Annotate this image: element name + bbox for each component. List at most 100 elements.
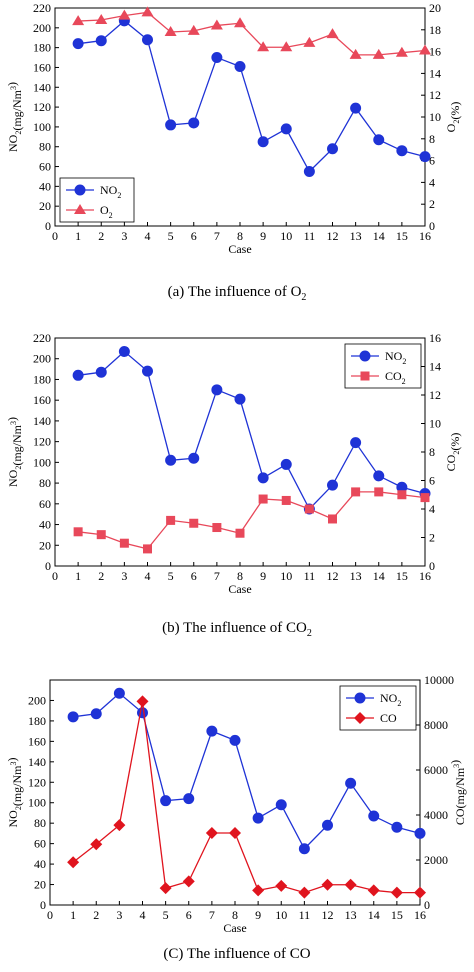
x-tick-label: 15 bbox=[396, 569, 408, 583]
legend-marker-co bbox=[354, 712, 366, 724]
data-point-no2 bbox=[373, 470, 385, 482]
series-line-no2 bbox=[73, 692, 421, 850]
data-point-no2 bbox=[391, 821, 403, 833]
x-tick-label: 0 bbox=[47, 908, 53, 922]
x-tick-label: 11 bbox=[304, 229, 316, 243]
x-tick-label: 11 bbox=[299, 908, 311, 922]
y-left-tick-label: 160 bbox=[33, 393, 51, 407]
x-tick-label: 11 bbox=[304, 569, 316, 583]
legend-label-part: NO bbox=[380, 691, 398, 705]
x-tick-label: 15 bbox=[391, 908, 403, 922]
data-point-no2 bbox=[90, 708, 102, 720]
data-point-co bbox=[252, 884, 265, 897]
data-point-o2 bbox=[164, 25, 177, 36]
y-left-tick-label: 140 bbox=[33, 414, 51, 428]
y-left-axis-label-part: ) bbox=[5, 757, 19, 761]
legend-label-sub: 2 bbox=[402, 357, 406, 366]
data-point-no2 bbox=[188, 117, 200, 129]
y-left-tick-label: 0 bbox=[45, 219, 51, 233]
data-point-co2 bbox=[258, 494, 268, 504]
data-point-no2 bbox=[234, 60, 246, 72]
chart-b-svg: 0 1 2 3 4 5 6 7 8 9 10 11 12 13 14 15 160204060801001201… bbox=[5, 331, 462, 596]
legend-marker-co2 bbox=[360, 371, 370, 381]
x-tick-label: 8 bbox=[237, 229, 243, 243]
legend-label-sub: 2 bbox=[397, 699, 401, 708]
y-right-tick-label: 4 bbox=[429, 502, 435, 516]
legend-label-part: CO bbox=[385, 369, 402, 383]
legend-label-part: CO bbox=[380, 711, 397, 725]
data-point-no2 bbox=[95, 366, 107, 378]
y-right-tick-label: 2 bbox=[429, 531, 435, 545]
x-tick-label: 4 bbox=[145, 229, 151, 243]
data-point-o2 bbox=[303, 36, 316, 47]
x-axis-label: Case bbox=[228, 582, 251, 596]
data-point-co bbox=[113, 819, 126, 832]
x-tick-label: 1 bbox=[75, 569, 81, 583]
x-tick-label: 3 bbox=[121, 229, 127, 243]
x-tick-label: 16 bbox=[419, 569, 431, 583]
y-right-tick-label: 8 bbox=[429, 445, 435, 459]
data-point-no2 bbox=[165, 119, 177, 131]
data-point-co2 bbox=[119, 538, 129, 548]
x-tick-label: 14 bbox=[373, 229, 385, 243]
y-left-axis-label: NO2(mg/Nm3) bbox=[5, 417, 24, 487]
y-right-tick-label: 4 bbox=[429, 175, 435, 189]
data-point-no2 bbox=[211, 384, 223, 396]
y-left-axis-label: NO2(mg/Nm3) bbox=[5, 757, 24, 827]
legend-label-no2: NO2 bbox=[385, 349, 406, 366]
x-tick-label: 6 bbox=[191, 229, 197, 243]
data-point-no2 bbox=[414, 827, 426, 839]
data-point-o2 bbox=[280, 41, 293, 52]
y-left-tick-label: 120 bbox=[28, 775, 46, 789]
y-left-axis-label-part: 3 bbox=[9, 421, 18, 425]
data-point-no2 bbox=[72, 38, 84, 50]
chart-panel-b: 0 1 2 3 4 5 6 7 8 9 10 11 12 13 14 15 16 0 20 40 60 80 100 120 1… bbox=[0, 326, 474, 606]
data-point-no2 bbox=[350, 437, 362, 449]
data-point-co2 bbox=[235, 528, 245, 538]
y-left-axis-label-part: ) bbox=[5, 82, 19, 86]
series-line-no2 bbox=[78, 350, 426, 511]
x-tick-label: 6 bbox=[186, 908, 192, 922]
data-point-no2 bbox=[165, 454, 177, 466]
legend: NO2 CO2 bbox=[344, 343, 422, 389]
x-tick-label: 3 bbox=[116, 908, 122, 922]
x-tick-label: 1 bbox=[70, 908, 76, 922]
data-point-co bbox=[298, 886, 311, 899]
chart-c-svg: 0 1 2 3 4 5 6 7 8 9 10 11 12 13 14 15 160204060801001201… bbox=[5, 673, 467, 935]
data-point-o2 bbox=[395, 46, 408, 57]
x-tick-label: 12 bbox=[327, 229, 339, 243]
x-tick-label: 2 bbox=[98, 569, 104, 583]
data-point-no2 bbox=[327, 143, 338, 155]
y-left-tick-label: 40 bbox=[39, 179, 51, 193]
y-left-axis-label-part: NO bbox=[6, 134, 20, 152]
data-point-no2 bbox=[275, 799, 287, 811]
x-tick-label: 2 bbox=[93, 908, 99, 922]
data-point-no2 bbox=[419, 151, 431, 163]
data-point-no2 bbox=[396, 145, 408, 157]
data-point-co2 bbox=[397, 490, 407, 500]
x-tick-label: 15 bbox=[396, 229, 408, 243]
y-right-tick-label: 0 bbox=[429, 219, 435, 233]
y-left-axis-label-part: NO bbox=[6, 469, 20, 487]
y-left-axis-label-part: (mg/Nm bbox=[10, 424, 24, 465]
data-point-co2 bbox=[281, 495, 291, 505]
chart-a-svg: 0 1 2 3 4 5 6 7 8 9 10 11 12 13 14 15 160204060801001201… bbox=[5, 1, 462, 256]
y-left-axis-label-part: 3 bbox=[9, 761, 18, 765]
data-point-co bbox=[205, 827, 218, 839]
legend-marker-no2 bbox=[74, 184, 86, 196]
data-point-no2 bbox=[298, 843, 310, 855]
data-point-no2 bbox=[322, 819, 333, 831]
y-left-tick-label: 140 bbox=[28, 755, 46, 769]
x-tick-label: 13 bbox=[345, 908, 357, 922]
legend-label-sub: 2 bbox=[109, 211, 113, 220]
x-tick-label: 5 bbox=[168, 229, 174, 243]
data-point-no2 bbox=[118, 345, 130, 357]
legend-marker-no2 bbox=[354, 692, 366, 704]
series-line-o2 bbox=[78, 11, 426, 56]
y-right-axis-label: CO2(%) bbox=[444, 433, 462, 472]
caption-a-text: (a) The influence of O bbox=[167, 284, 302, 300]
y-left-tick-label: 160 bbox=[28, 734, 46, 748]
data-point-no2 bbox=[211, 52, 223, 64]
caption-c: (C) The influence of CO bbox=[0, 946, 474, 965]
